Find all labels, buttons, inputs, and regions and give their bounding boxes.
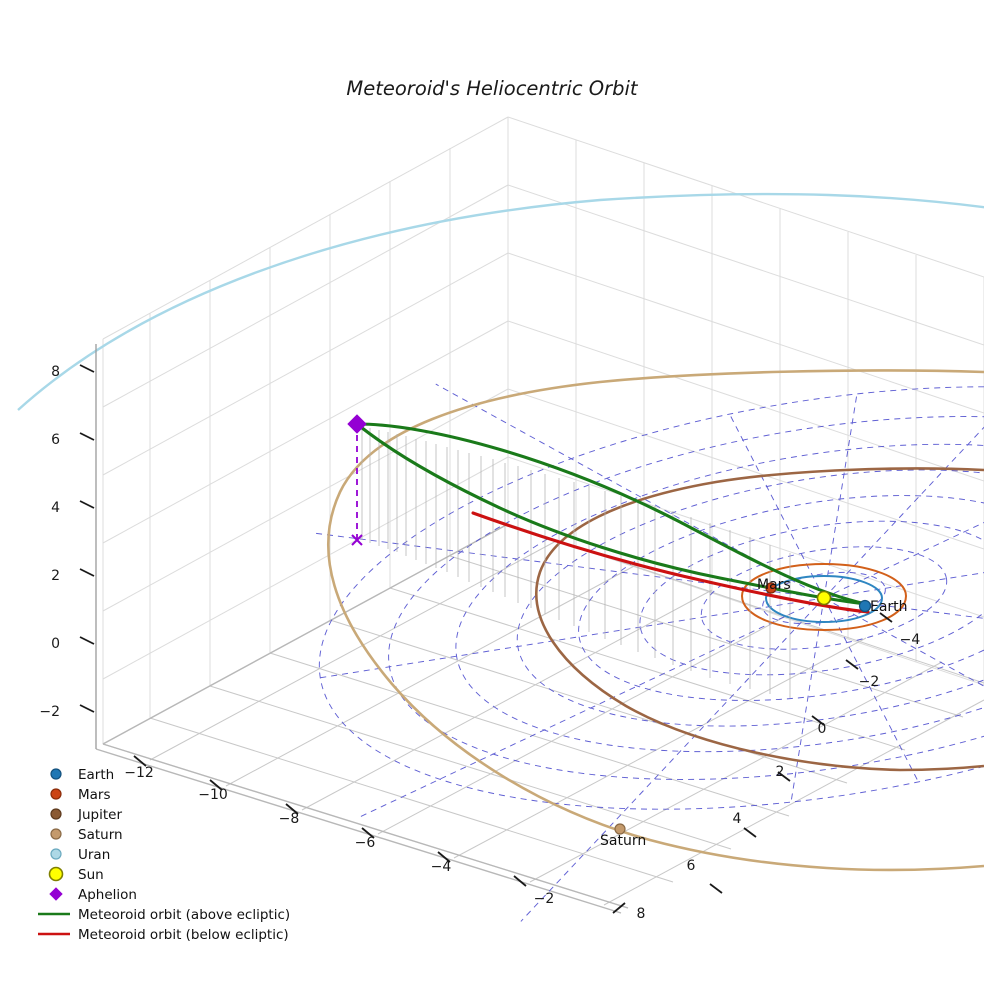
- x-tick-label: −10: [198, 787, 228, 803]
- earth-marker: [858, 599, 872, 613]
- orbit-stem-lines: [361, 426, 791, 698]
- x-axis-tick-labels: −12 −10 −8 −6 −4 −2: [124, 765, 554, 907]
- z-tick-label: 0: [51, 636, 60, 652]
- z-tick-label: 8: [51, 364, 60, 380]
- meteoroid-orbit-above-ecliptic: [355, 422, 868, 606]
- x-tick-label: −6: [355, 835, 376, 851]
- axes-panes: [102, 116, 984, 745]
- aphelion-projection-x-marker: [351, 534, 363, 546]
- legend-circle-marker: [50, 848, 62, 860]
- legend-item-label: Sun: [78, 867, 104, 883]
- earth-label: Earth: [870, 599, 908, 615]
- back-wall-z-lines: [507, 116, 984, 686]
- legend-item[interactable]: Sun: [48, 866, 104, 883]
- z-tick-label: 2: [51, 568, 60, 584]
- left-wall-z-lines: [102, 116, 509, 745]
- legend-item[interactable]: Jupiter: [50, 807, 122, 823]
- y-tick-label: 0: [818, 721, 827, 737]
- meteoroid-orbit: [355, 422, 870, 614]
- y-axis: −4 −2 0 2 4 6: [687, 612, 921, 894]
- meteoroid-orbit-above-ecliptic-2: [355, 422, 868, 606]
- z-tick-label: 6: [51, 432, 60, 448]
- legend-item[interactable]: Saturn: [50, 827, 123, 843]
- solar-system-bodies: [614, 582, 872, 835]
- legend-item-label: Meteoroid orbit (below ecliptic): [78, 927, 289, 943]
- legend-circle-marker: [50, 828, 62, 840]
- legend-item[interactable]: Meteoroid orbit (below ecliptic): [38, 927, 289, 943]
- legend-circle-marker: [48, 866, 64, 882]
- mars-marker: [765, 582, 777, 594]
- legend: Earth Mars Jupiter Saturn Uran Sun Aphelion Met…: [38, 767, 290, 943]
- legend-item-label: Saturn: [78, 827, 123, 843]
- page-title: Meteoroid's Heliocentric Orbit: [346, 77, 639, 100]
- y-tick-label: 4: [733, 811, 742, 827]
- orbit-mars: [740, 562, 908, 632]
- saturn-label: Saturn: [600, 833, 646, 849]
- y-tick-label: −2: [859, 674, 880, 690]
- orbit-jupiter: [535, 467, 984, 772]
- legend-item[interactable]: Aphelion: [49, 887, 137, 903]
- x-tick-label: −8: [279, 811, 300, 827]
- legend-circle-marker: [50, 808, 62, 820]
- legend-diamond-marker: [49, 887, 63, 901]
- x-tick-label: −4: [431, 859, 452, 875]
- orbit-uran: [17, 192, 984, 411]
- z-tick-label: 4: [51, 500, 60, 516]
- x-axis-ticks: [133, 755, 626, 914]
- legend-item[interactable]: Meteoroid orbit (above ecliptic): [38, 907, 290, 923]
- orbit-saturn: [327, 369, 984, 872]
- x-tick-label: −2: [534, 891, 555, 907]
- left-wall-grid: [102, 117, 509, 744]
- legend-item-label: Meteoroid orbit (above ecliptic): [78, 907, 290, 923]
- legend-item[interactable]: Earth: [50, 767, 114, 783]
- mars-label: Mars: [757, 577, 791, 593]
- y-tick-label: 2: [776, 764, 785, 780]
- planet-orbits: [17, 192, 984, 872]
- legend-item[interactable]: Mars: [50, 787, 111, 803]
- z-tick-label: −2: [39, 704, 60, 720]
- z-axis-ticks: [79, 364, 95, 713]
- meteoroid-orbit-below-ecliptic: [471, 511, 870, 614]
- legend-circle-marker: [50, 768, 62, 780]
- x-axis: −12 −10 −8 −6 −4 −2 8: [124, 755, 646, 922]
- legend-item-label: Jupiter: [77, 807, 122, 823]
- y-tick-label: −4: [900, 632, 921, 648]
- y-tick-label: 6: [687, 858, 696, 874]
- x-tick-label: −12: [124, 765, 154, 781]
- legend-item[interactable]: Uran: [50, 847, 110, 863]
- aphelion-group: [347, 414, 367, 546]
- saturn-marker: [614, 823, 626, 835]
- z-axis-tick-labels: 8 6 4 2 0 −2: [39, 364, 60, 720]
- x-axis-end-label: 8: [637, 906, 646, 922]
- legend-item-label: Earth: [78, 767, 114, 783]
- legend-item-label: Uran: [78, 847, 110, 863]
- sun-marker: [816, 590, 832, 606]
- legend-circle-marker: [50, 788, 62, 800]
- legend-item-label: Mars: [78, 787, 111, 803]
- z-axis: 8 6 4 2 0 −2: [39, 344, 97, 749]
- legend-item-label: Aphelion: [78, 887, 137, 903]
- aphelion-diamond-marker: [347, 414, 367, 434]
- y-axis-tick-labels: −4 −2 0 2 4 6: [687, 632, 921, 874]
- y-axis-ticks: [709, 612, 893, 894]
- floor-outline: [95, 523, 629, 914]
